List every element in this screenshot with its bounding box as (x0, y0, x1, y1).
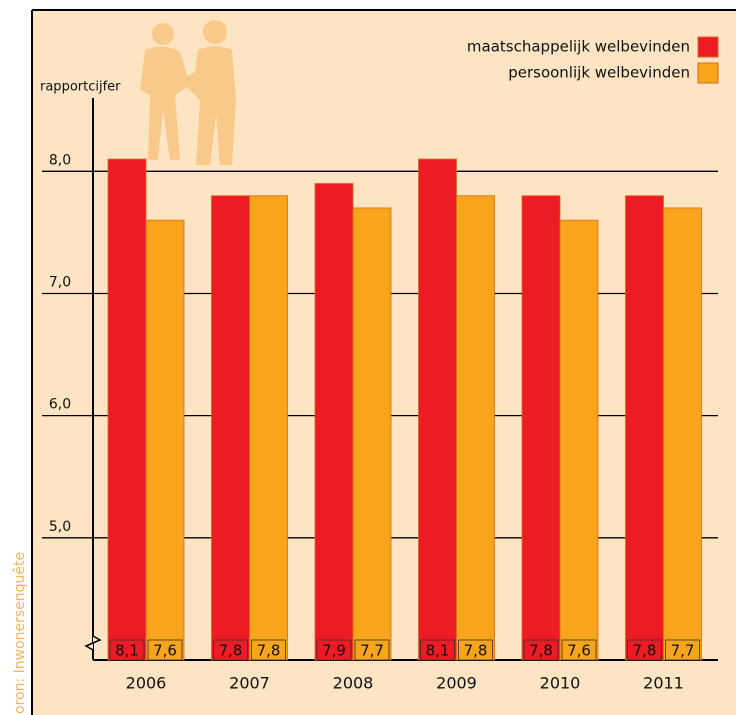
value-label: 7,8 (257, 642, 281, 660)
x-tick-label: 2009 (436, 674, 477, 693)
bar (212, 196, 250, 660)
y-tick-label: 6,0 (49, 397, 71, 413)
value-label: 8,1 (426, 642, 450, 660)
legend-label: maatschappelijk welbevinden (467, 38, 690, 56)
bar (664, 208, 702, 660)
value-label: 7,7 (360, 642, 384, 660)
y-tick-label: 5,0 (49, 519, 71, 535)
legend-label: persoonlijk welbevinden (508, 64, 690, 82)
bar (419, 159, 457, 660)
bar (250, 196, 288, 660)
chart: rapportcijfer oron: Inwonersenquête 5,0 6… (0, 0, 736, 715)
value-label: 7,8 (633, 642, 657, 660)
value-label: 7,8 (529, 642, 553, 660)
x-tick-label: 2006 (126, 674, 167, 693)
x-tick-label: 2011 (643, 674, 684, 693)
x-tick-label: 2008 (333, 674, 374, 693)
value-label: 7,9 (322, 642, 346, 660)
value-label: 7,8 (464, 642, 488, 660)
bar (457, 196, 495, 660)
bar (560, 220, 598, 660)
bar (146, 220, 184, 660)
value-label: 7,6 (153, 642, 177, 660)
value-label: 7,6 (567, 642, 591, 660)
y-axis-label: rapportcijfer (40, 80, 121, 95)
bar (353, 208, 391, 660)
bar (108, 159, 146, 660)
x-tick-label: 2007 (229, 674, 270, 693)
bar (626, 196, 664, 660)
legend-swatch (698, 63, 718, 83)
legend-swatch (698, 37, 718, 57)
bar (315, 184, 353, 660)
bar (522, 196, 560, 660)
y-tick-label: 8,0 (49, 152, 71, 168)
x-tick-label: 2010 (540, 674, 581, 693)
value-label: 7,7 (671, 642, 695, 660)
y-tick-label: 7,0 (49, 274, 71, 290)
value-label: 7,8 (219, 642, 243, 660)
value-label: 8,1 (115, 642, 139, 660)
source: oron: Inwonersenquête (12, 552, 28, 714)
